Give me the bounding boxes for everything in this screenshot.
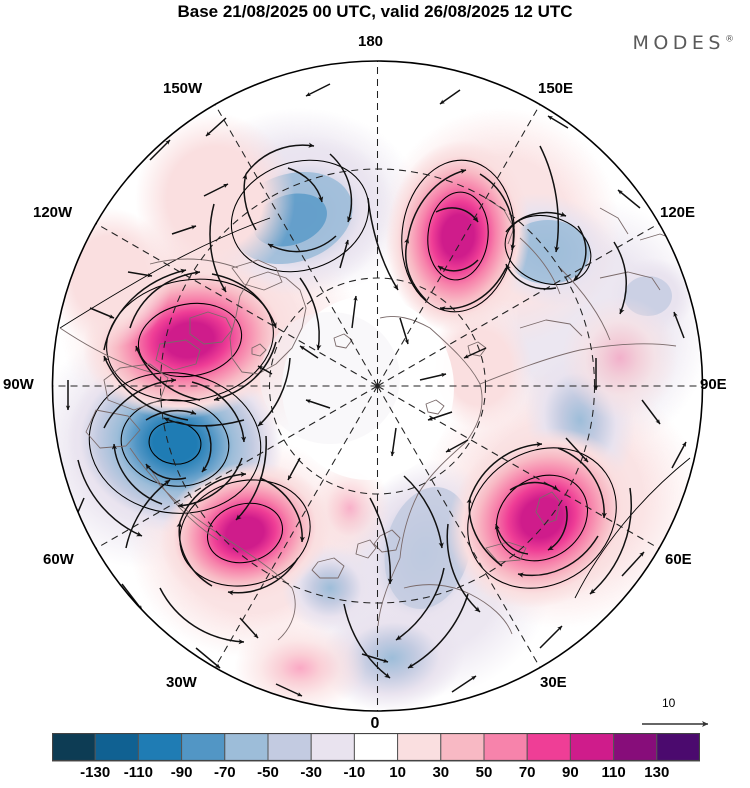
colorbar-segment [94,732,139,762]
zero-meridian-label: 0 [370,715,380,732]
map-svg [51,60,704,712]
colorbar-tick-label: -30 [300,764,323,781]
lon-label-90e: 90E [700,376,727,393]
logo-text: MODES [632,32,725,54]
polar-map[interactable]: 180 150W 120W 90W 60W 30W 30E 60E 90E 12… [0,28,750,727]
colorbar-svg [51,732,701,762]
colorbar-segment [137,732,183,762]
colorbar[interactable]: -130 -110 -90 -70 -50 -30 -10 10 30 50 70 90 110 130 [51,732,701,783]
colorbar-tick-label: -90 [170,764,193,781]
modes-logo: MODES® [632,32,734,54]
page-title: Base 21/08/2025 00 UTC, valid 26/08/2025… [177,2,573,21]
colorbar-segment [181,732,226,762]
colorbar-tick-label: -50 [257,764,279,781]
colorbar-tick-label: -130 [80,764,111,781]
colorbar-tick-label: -70 [213,764,236,781]
colorbar-segment [224,732,269,762]
vector-scale-arrow-icon [642,721,709,727]
vector-scale: 10 [640,696,736,742]
colorbar-tick-label: 110 [601,764,626,781]
lon-label-30e: 30E [540,674,567,691]
colorbar-segment [483,732,528,762]
lon-label-90w: 90W [3,376,34,393]
wind-vector-layer [65,83,687,697]
logo-registered-mark: ® [725,34,734,45]
lon-label-150w: 150W [163,80,203,97]
colorbar-segment [51,732,96,762]
graticule-layer [52,61,703,711]
colorbar-segment [569,732,615,762]
colorbar-tick-label: 10 [389,764,406,781]
colorbar-segment [656,732,701,762]
colorbar-tick-label: 50 [475,764,493,781]
colorbar-segment [267,732,312,762]
colorbar-segment [613,732,658,762]
lon-label-180: 180 [358,33,384,50]
colorbar-segment [310,732,355,762]
colorbar-segment [440,732,485,762]
colorbar-segment [526,732,571,762]
colorbar-tick-label: -10 [343,764,366,781]
lon-label-120e: 120E [660,204,696,221]
lon-label-30w: 30W [166,674,197,691]
lon-label-150e: 150E [538,80,574,97]
vector-scale-value: 10 [662,696,676,710]
colorbar-tick-label: -110 [123,764,153,781]
colorbar-tick-label: 30 [432,764,450,781]
lon-label-60e: 60E [665,551,692,568]
map-boundary-circle [51,60,704,712]
colorbar-tick-label: 90 [562,764,579,781]
colorbar-segment [353,732,399,762]
lon-label-60w: 60W [43,551,74,568]
lon-label-120w: 120W [33,204,73,221]
colorbar-segment [397,732,442,762]
colorbar-tick-label: 70 [518,764,536,781]
colorbar-tick-label: 130 [644,764,670,781]
